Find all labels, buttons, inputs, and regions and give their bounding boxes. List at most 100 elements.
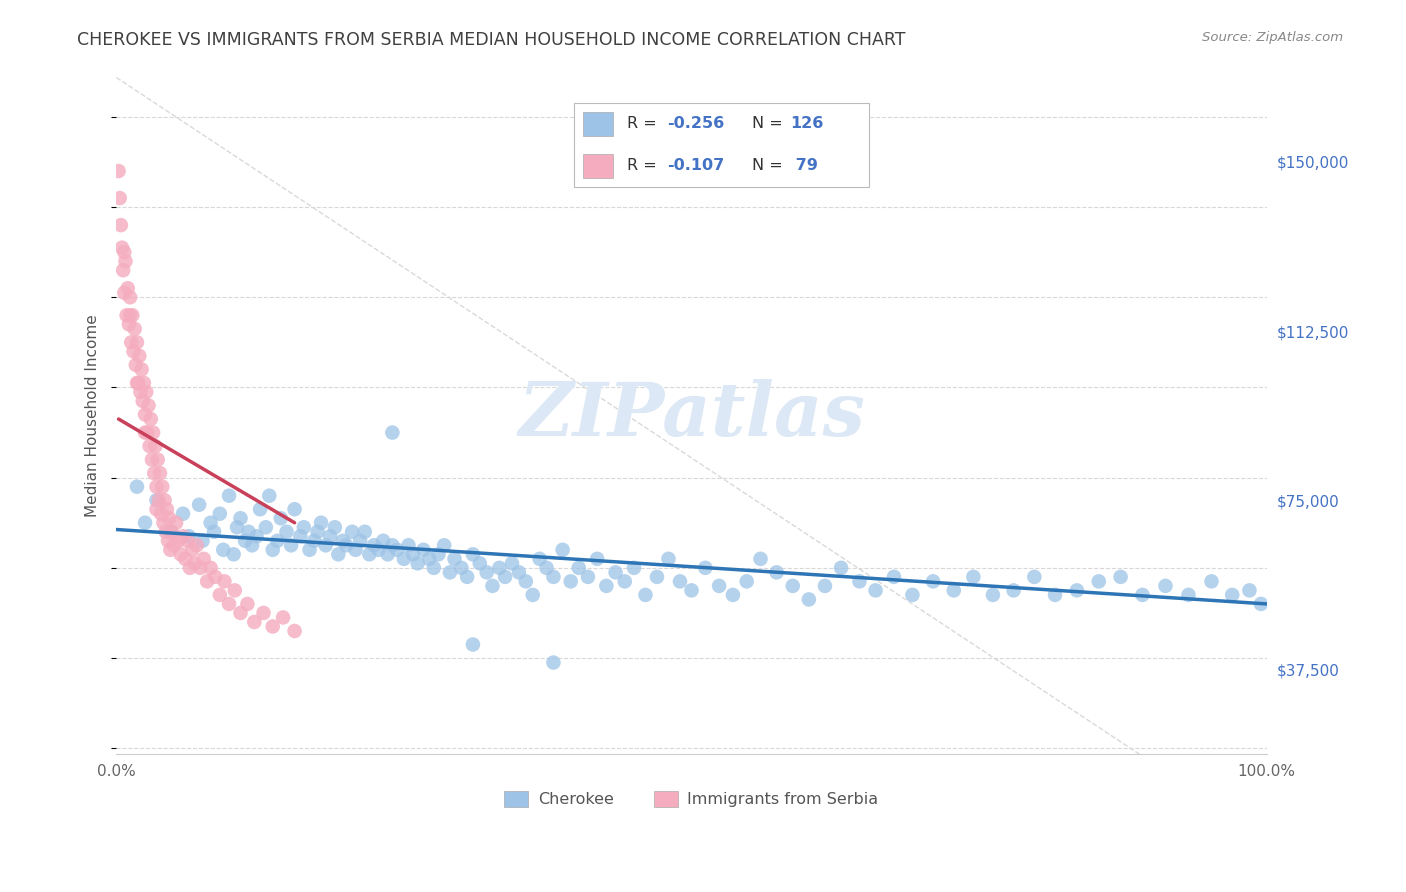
Point — [1220, 588, 1243, 602]
Point — [568, 561, 591, 575]
Point — [132, 394, 155, 409]
Point — [349, 533, 371, 548]
Point — [328, 547, 350, 561]
Point — [127, 376, 149, 390]
Point — [107, 164, 129, 178]
Legend: Cherokee, Immigrants from Serbia: Cherokee, Immigrants from Serbia — [498, 784, 884, 814]
Point — [543, 656, 565, 670]
Point — [981, 588, 1004, 602]
Point — [782, 579, 804, 593]
Point — [307, 524, 329, 539]
Point — [270, 511, 292, 525]
Point — [1066, 583, 1088, 598]
Point — [229, 606, 252, 620]
Point — [132, 376, 155, 390]
Point — [797, 592, 820, 607]
Point — [254, 520, 277, 534]
Point — [157, 511, 180, 525]
Point — [595, 579, 617, 593]
Point — [1201, 574, 1223, 589]
Point — [124, 322, 146, 336]
Point — [309, 516, 332, 530]
Point — [170, 547, 193, 561]
Point — [214, 574, 236, 589]
Point — [224, 583, 246, 598]
Point — [962, 570, 984, 584]
Point — [576, 570, 599, 584]
Point — [398, 538, 420, 552]
Point — [1087, 574, 1109, 589]
Point — [536, 561, 558, 575]
Point — [488, 561, 510, 575]
Point — [1132, 588, 1154, 602]
Point — [461, 547, 484, 561]
Point — [240, 538, 263, 552]
Y-axis label: Median Household Income: Median Household Income — [86, 314, 100, 517]
Point — [645, 570, 668, 584]
Point — [218, 597, 240, 611]
Point — [238, 524, 260, 539]
Point — [340, 524, 363, 539]
Point — [188, 561, 211, 575]
Point — [136, 425, 159, 440]
Point — [183, 557, 205, 571]
Point — [172, 529, 194, 543]
Point — [131, 362, 153, 376]
Point — [153, 493, 176, 508]
Point — [302, 533, 325, 548]
Point — [138, 439, 160, 453]
Point — [112, 245, 135, 260]
Point — [186, 538, 208, 552]
Point — [156, 502, 179, 516]
Point — [377, 547, 399, 561]
Point — [160, 524, 183, 539]
Point — [450, 561, 472, 575]
Point — [814, 579, 837, 593]
Point — [353, 524, 375, 539]
Point — [1002, 583, 1025, 598]
Point — [749, 551, 772, 566]
Point — [148, 493, 170, 508]
Point — [145, 439, 167, 453]
Point — [942, 583, 965, 598]
Point — [117, 281, 139, 295]
Point — [456, 570, 478, 584]
Point — [110, 218, 132, 232]
Point — [155, 524, 177, 539]
Point — [695, 561, 717, 575]
Point — [167, 533, 190, 548]
Point — [468, 557, 491, 571]
Point — [118, 318, 141, 332]
Point — [385, 542, 408, 557]
Point — [443, 551, 465, 566]
Point — [195, 574, 218, 589]
Point — [262, 542, 284, 557]
Point — [412, 542, 434, 557]
Text: Source: ZipAtlas.com: Source: ZipAtlas.com — [1202, 31, 1343, 45]
Point — [721, 588, 744, 602]
Point — [181, 542, 204, 557]
Point — [501, 557, 523, 571]
Point — [266, 533, 288, 548]
Point — [332, 533, 354, 548]
Point — [883, 570, 905, 584]
Point — [138, 399, 160, 413]
Point — [191, 533, 214, 548]
Point — [373, 533, 395, 548]
Point — [735, 574, 758, 589]
Point — [605, 566, 627, 580]
Point — [657, 551, 679, 566]
Point — [120, 335, 142, 350]
Point — [179, 561, 201, 575]
Point — [188, 498, 211, 512]
Point — [108, 191, 131, 205]
Point — [165, 516, 187, 530]
Point — [522, 588, 544, 602]
Point — [176, 533, 198, 548]
Point — [125, 358, 148, 372]
Point — [193, 551, 215, 566]
Point — [865, 583, 887, 598]
Point — [363, 538, 385, 552]
Point — [212, 542, 235, 557]
Point — [146, 452, 169, 467]
